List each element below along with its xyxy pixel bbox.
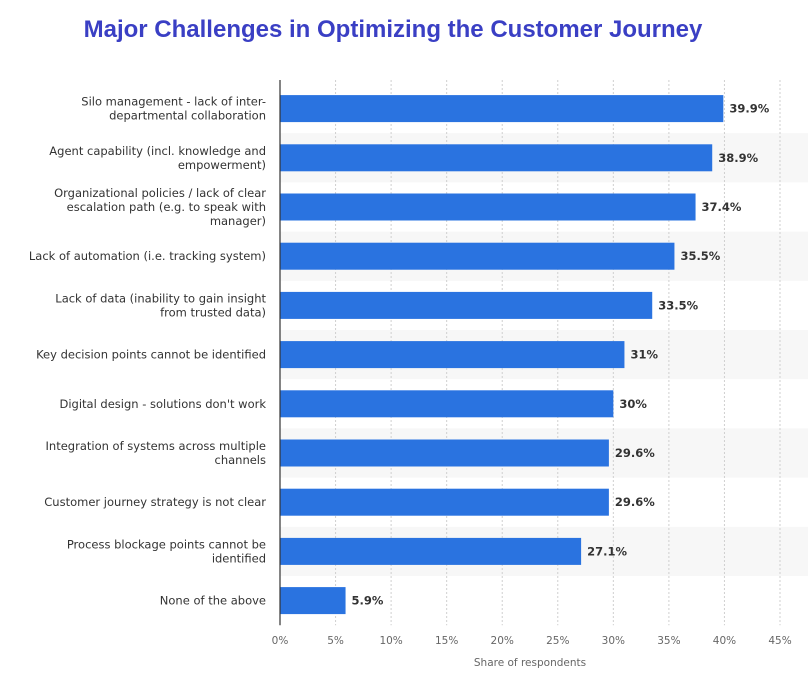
category-labels: Silo management - lack of inter-departme… <box>29 95 267 608</box>
bar <box>280 193 696 221</box>
bar <box>280 439 609 467</box>
chart-title: Major Challenges in Optimizing the Custo… <box>83 16 703 43</box>
category-label: Digital design - solutions don't work <box>59 397 266 411</box>
tick-label: 30% <box>602 635 625 647</box>
bar <box>280 488 609 516</box>
category-label: Lack of data (inability to gain insight f… <box>55 291 266 319</box>
tick-label: 0% <box>272 635 289 647</box>
category-label: Customer journey strategy is not clear <box>44 495 266 509</box>
bar <box>280 341 625 369</box>
value-label: 31% <box>630 348 658 362</box>
bar <box>280 291 653 319</box>
tick-label: 15% <box>435 635 458 647</box>
bar <box>280 390 614 418</box>
category-label: Agent capability (incl. knowledge and emp… <box>49 144 266 172</box>
value-label: 5.9% <box>352 594 384 608</box>
bar <box>280 537 582 565</box>
category-label: None of the above <box>160 594 266 608</box>
value-label: 39.9% <box>729 102 769 116</box>
tick-label: 40% <box>713 635 736 647</box>
category-label: Process blockage points cannot be identif… <box>67 537 266 565</box>
value-label: 27.1% <box>587 544 627 558</box>
value-label: 29.6% <box>615 446 655 460</box>
tick-label: 35% <box>657 635 680 647</box>
value-labels: 39.9% 38.9% 37.4% 35.5% 33.5% 31% 30% 29.6% 29.6… <box>352 102 770 608</box>
value-label: 38.9% <box>718 151 758 165</box>
value-label: 30% <box>619 397 647 411</box>
bar <box>280 587 346 615</box>
bar <box>280 95 724 123</box>
bar <box>280 144 713 172</box>
value-label: 33.5% <box>658 298 698 312</box>
tick-label: 20% <box>491 635 514 647</box>
tick-label: 45% <box>768 635 791 647</box>
value-label: 29.6% <box>615 495 655 509</box>
x-axis-title: Share of respondents <box>474 657 586 669</box>
category-label: Lack of automation (i.e. tracking system… <box>29 249 266 263</box>
category-label: Silo management - lack of inter-departme… <box>81 95 266 123</box>
category-label: Organizational policies / lack of clear e… <box>54 186 266 228</box>
category-label: Key decision points cannot be identified <box>36 348 266 362</box>
value-label: 35.5% <box>680 249 720 263</box>
tick-label: 5% <box>327 635 344 647</box>
tick-label: 25% <box>546 635 569 647</box>
category-label: Integration of systems across multiple ch… <box>46 439 266 467</box>
tick-label: 10% <box>379 635 402 647</box>
bars <box>280 95 724 615</box>
value-label: 37.4% <box>702 200 742 214</box>
bar <box>280 242 675 270</box>
x-axis-ticks: 0% 5% 10% 15% 20% 25% 30% 35% 40% 45% <box>272 635 792 647</box>
